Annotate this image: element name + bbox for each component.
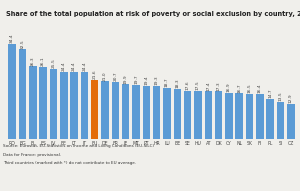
Text: 21.0: 21.0 bbox=[103, 71, 107, 81]
Text: Share of the total population at risk of poverty or social exclusion by country,: Share of the total population at risk of… bbox=[6, 11, 300, 17]
Text: 26.1: 26.1 bbox=[41, 57, 45, 66]
Bar bbox=[215, 91, 222, 139]
Text: 32.5: 32.5 bbox=[20, 39, 25, 49]
Bar bbox=[60, 72, 68, 139]
Bar bbox=[81, 72, 88, 139]
Text: 24.4: 24.4 bbox=[82, 62, 86, 71]
Bar bbox=[277, 102, 284, 139]
Text: 17.6: 17.6 bbox=[186, 80, 190, 90]
Bar bbox=[205, 91, 212, 139]
Bar bbox=[101, 81, 109, 139]
Text: 12.9: 12.9 bbox=[289, 93, 293, 103]
Text: 19.7: 19.7 bbox=[134, 75, 138, 84]
Bar bbox=[194, 91, 202, 139]
Bar bbox=[39, 67, 47, 139]
Bar bbox=[8, 44, 16, 139]
Text: 18.3: 18.3 bbox=[175, 79, 179, 88]
Bar bbox=[153, 86, 160, 139]
Bar bbox=[236, 93, 243, 139]
Text: 34.4: 34.4 bbox=[10, 34, 14, 43]
Bar bbox=[287, 104, 295, 139]
Bar bbox=[19, 49, 26, 139]
Bar bbox=[122, 84, 129, 139]
Text: Data for France: provisional.: Data for France: provisional. bbox=[3, 153, 61, 157]
Bar bbox=[266, 99, 274, 139]
Text: 16.4: 16.4 bbox=[258, 84, 262, 93]
Bar bbox=[142, 86, 150, 139]
Text: 24.4: 24.4 bbox=[72, 62, 76, 71]
Text: 19.4: 19.4 bbox=[144, 75, 148, 85]
Bar bbox=[174, 89, 181, 139]
Bar bbox=[184, 91, 191, 139]
Text: 19.9: 19.9 bbox=[124, 74, 128, 84]
Text: Third countries (marked with *) do not contribute to EU average.: Third countries (marked with *) do not c… bbox=[3, 161, 136, 165]
Text: 16.7: 16.7 bbox=[237, 83, 241, 93]
Bar bbox=[29, 66, 37, 139]
Text: 17.3: 17.3 bbox=[217, 81, 220, 91]
Bar bbox=[91, 79, 98, 139]
Text: 20.7: 20.7 bbox=[113, 72, 117, 81]
Text: 26.3: 26.3 bbox=[31, 56, 35, 66]
Bar bbox=[256, 94, 264, 139]
Text: 14.7: 14.7 bbox=[268, 88, 272, 98]
Text: 16.5: 16.5 bbox=[248, 83, 251, 93]
Text: 25.5: 25.5 bbox=[52, 58, 56, 68]
Text: 17.4: 17.4 bbox=[206, 81, 210, 91]
Bar bbox=[246, 94, 253, 139]
Bar bbox=[163, 87, 171, 139]
Text: 17.5: 17.5 bbox=[196, 81, 200, 90]
Text: 19.3: 19.3 bbox=[155, 76, 159, 85]
Bar bbox=[70, 72, 78, 139]
Text: Source: Eurostat, EU-Statistics on Income and Living Conditions (EU-SILC): Source: Eurostat, EU-Statistics on Incom… bbox=[3, 144, 154, 148]
Text: 18.7: 18.7 bbox=[165, 77, 169, 87]
Bar bbox=[225, 93, 233, 139]
Bar bbox=[112, 82, 119, 139]
Text: 16.9: 16.9 bbox=[227, 82, 231, 92]
Text: 21.6: 21.6 bbox=[93, 69, 97, 79]
Bar bbox=[50, 69, 57, 139]
Text: 13.5: 13.5 bbox=[278, 92, 283, 101]
Text: 24.4: 24.4 bbox=[62, 62, 66, 71]
Bar bbox=[132, 85, 140, 139]
